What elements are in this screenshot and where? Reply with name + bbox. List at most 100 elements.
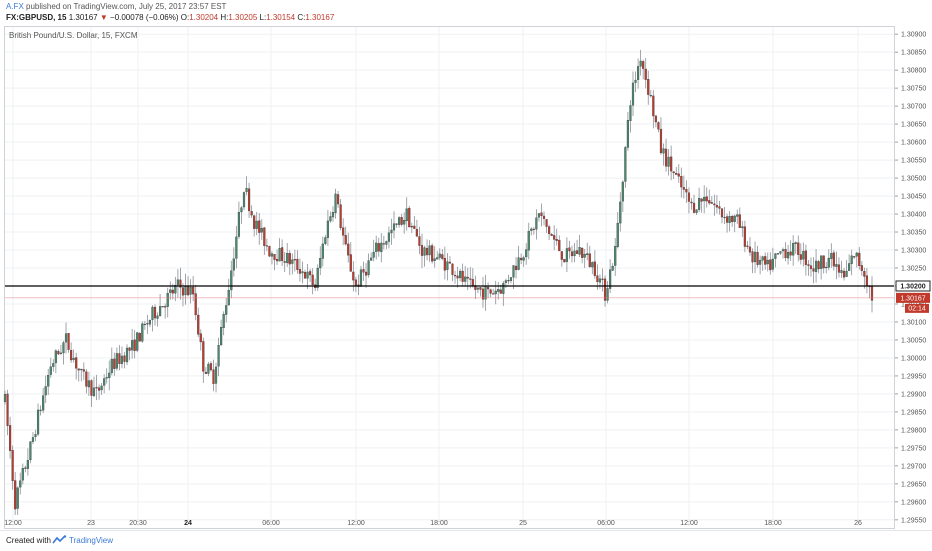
candle-body-down [670, 156, 673, 172]
candle-body-up [753, 251, 757, 263]
candle-body-up [565, 248, 568, 262]
price-lines [5, 285, 894, 299]
candle-body-up [771, 258, 774, 270]
candle-body-down [858, 252, 861, 266]
candle-body-up [484, 286, 487, 300]
candle-body-up [537, 213, 541, 218]
candle-body-down [710, 202, 713, 204]
candle-body-down [469, 278, 472, 280]
publish-text: published on TradingView.com, July 25, 2… [26, 2, 227, 11]
candle-body-up [189, 286, 192, 295]
candle-body-down [451, 263, 454, 275]
low-value: 1.30154 [266, 13, 296, 22]
time-tick-label: 18:00 [764, 520, 782, 527]
chart-pane[interactable] [4, 26, 895, 529]
candle-body-up [792, 243, 795, 256]
candle-body-up [578, 247, 581, 255]
candle-body-down [95, 387, 98, 389]
candle-body-down [448, 261, 452, 264]
candle-body-up [367, 260, 370, 276]
price-tick-label: 1.29750 [901, 445, 926, 452]
candle-body-up [695, 209, 698, 213]
candle-body-down [349, 254, 352, 272]
candle-body-up [291, 259, 294, 264]
candle-body-down [555, 239, 558, 241]
candle-body-up [446, 261, 449, 270]
candle-body-down [6, 393, 9, 426]
candle-body-down [797, 242, 800, 255]
price-tick-label: 1.30850 [901, 50, 926, 57]
candle-body-up [156, 315, 159, 319]
candle-body-down [194, 293, 197, 316]
symbol-label: FX:GBPUSD, 15 [6, 13, 67, 22]
candle-body-down [118, 353, 121, 364]
candle-body-up [260, 227, 263, 233]
candle-body-down [192, 286, 195, 295]
price-tick-label: 1.30250 [901, 266, 926, 273]
candle-body-up [87, 380, 90, 388]
candle-body-down [659, 128, 663, 154]
candle-body-up [36, 409, 40, 435]
candle-body-up [143, 323, 146, 326]
tradingview-logo-icon [52, 535, 67, 544]
candle-body-down [415, 229, 418, 237]
candle-body-up [631, 82, 635, 106]
candle-body-down [550, 234, 553, 236]
candle-body-down [420, 245, 424, 256]
candle-body-up [3, 394, 7, 402]
candle-body-down [247, 188, 251, 212]
candle-body-down [672, 171, 675, 174]
candle-body-down [57, 351, 60, 355]
candle-body-up [827, 257, 830, 268]
candle-body-down [558, 239, 561, 252]
candle-body-down [687, 192, 691, 202]
countdown-label: 02:14 [908, 306, 926, 313]
price-chart[interactable]: 1.30900 1.30850 1.30800 1.30750 1.30700 1.306… [0, 0, 932, 530]
price-tick-label: 1.30000 [901, 355, 926, 362]
candle-body-up [108, 372, 111, 379]
candle-body-down [288, 253, 291, 265]
open-value: 1.30204 [189, 13, 219, 22]
candle-body-up [225, 305, 228, 315]
tradingview-link[interactable]: TradingView [69, 536, 114, 545]
candle-body-down [789, 251, 792, 256]
candle-body-up [16, 487, 19, 509]
candle-body-down [298, 268, 302, 274]
candle-body-up [105, 377, 108, 379]
candle-body-down [853, 256, 856, 258]
candle-body-up [151, 306, 154, 320]
candle-body-up [759, 260, 762, 265]
candle-body-up [115, 353, 118, 369]
candle-body-up [52, 363, 55, 367]
candle-body-down [354, 279, 357, 286]
candle-body-down [700, 198, 703, 202]
candle-body-up [324, 237, 327, 244]
candle-body-down [123, 355, 126, 362]
candle-body-up [148, 319, 152, 325]
candle-body-down [542, 215, 546, 219]
candle-body-up [835, 264, 838, 267]
candle-body-down [275, 258, 279, 262]
candle-body-down [171, 289, 174, 294]
candle-body-up [319, 258, 322, 269]
candle-body-down [202, 341, 205, 372]
price-tick-label: 1.30500 [901, 176, 926, 183]
candle-body-down [179, 279, 182, 288]
candle-body-down [410, 226, 413, 228]
candle-body-down [453, 275, 457, 277]
candle-body-down [14, 480, 17, 510]
candle-body-up [794, 242, 797, 244]
candle-body-down [514, 265, 518, 271]
candle-body-up [370, 257, 373, 261]
candle-body-down [647, 79, 650, 95]
candle-body-up [159, 306, 162, 316]
candle-body-down [204, 371, 207, 374]
candle-body-down [281, 247, 284, 261]
candle-body-down [738, 214, 741, 228]
candle-body-up [433, 258, 436, 261]
candle-body-up [39, 409, 42, 411]
candle-body-up [47, 375, 50, 387]
author-link[interactable]: A.FX [6, 2, 24, 11]
candle-body-up [850, 255, 853, 264]
price-tick-label: 1.29900 [901, 391, 926, 398]
